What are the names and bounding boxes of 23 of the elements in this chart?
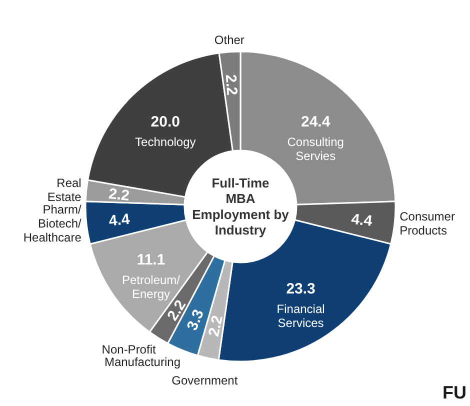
data-label: 23.3 [286,280,316,298]
text: FU [442,382,467,402]
data-label: 20.0 [150,113,180,130]
slice-label: Manufacturing [104,354,180,369]
slice-label: Other [214,32,244,47]
slice-label: Financial Services [276,302,325,330]
slice-label: Government [172,374,238,388]
slice-label: Consulting Servies [287,134,344,163]
data-label: 3.3 [184,307,208,333]
data-label: 11.1 [136,251,166,268]
data-label: 4.4 [108,210,132,230]
data-label: 24.4 [300,113,331,130]
slice-label: Non-Profit [102,342,156,356]
text: Full-Time MBA Employment by Industry [192,175,290,238]
slice-label: Petroleum/ Energy [122,272,181,301]
slice-label: Technology [135,134,196,149]
slice-label: Consumer Products [400,209,455,238]
data-label: 4.4 [350,210,374,230]
slice-label: Pharm/ Biotech/ Healthcare [23,202,82,244]
data-label: 2.2 [108,186,130,205]
data-label: 2.2 [205,314,226,338]
slice-label: Real Estate [47,176,82,204]
data-label: 2.2 [222,74,240,96]
